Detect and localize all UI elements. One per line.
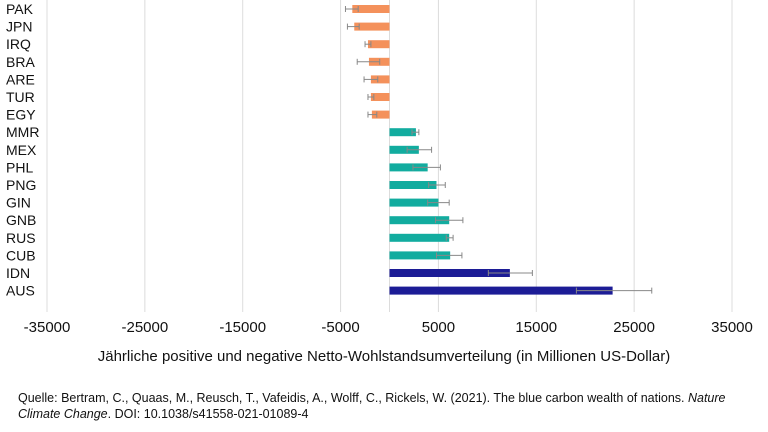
category-label: AUS [6, 283, 35, 299]
x-axis-label: Jährliche positive und negative Netto-Wo… [97, 348, 671, 365]
bar-mex [389, 145, 419, 154]
category-label: TUR [6, 89, 35, 105]
category-label: GIN [6, 195, 31, 211]
bar-gin [389, 198, 439, 207]
category-label: BRA [6, 54, 35, 70]
bar-irq [367, 40, 390, 49]
bar-aus [389, 286, 613, 295]
category-label: CUB [6, 247, 36, 263]
category-label: EGY [6, 107, 36, 123]
category-label: PNG [6, 177, 36, 193]
category-label: JPN [6, 19, 32, 35]
bar-jpn [354, 22, 390, 31]
category-label: PHL [6, 159, 33, 175]
bar-pak [352, 5, 390, 13]
bar-cub [389, 251, 451, 260]
x-tick-label: 15000 [515, 319, 557, 336]
category-label: MEX [6, 142, 37, 158]
category-label: IRQ [6, 36, 31, 52]
bar-phl [389, 163, 428, 172]
category-label: IDN [6, 265, 30, 281]
bar-egy [371, 110, 390, 119]
bar-tur [370, 93, 390, 101]
bar-idn [389, 269, 510, 277]
bar-mmr [389, 128, 416, 137]
x-tick-label: 35000 [711, 319, 753, 336]
bar-chart: -35000 -25000 -15000 -5000 5000 15000 25000 350… [6, 0, 753, 336]
category-label: GNB [6, 212, 36, 228]
x-tick-label: -15000 [219, 319, 266, 336]
source-citation: Quelle: Bertram, C., Quaas, M., Reusch, … [18, 390, 758, 422]
x-tick-label: -35000 [24, 319, 71, 336]
category-label: RUS [6, 230, 36, 246]
x-tick-label: 25000 [613, 319, 655, 336]
x-tick-label: 5000 [422, 319, 455, 336]
bar-rus [389, 233, 450, 242]
category-label: PAK [6, 1, 34, 17]
source-journal: Nature Climate Change [18, 391, 726, 421]
bar-are [370, 75, 390, 84]
bar-gnb [389, 216, 450, 225]
source-text: Quelle: Bertram, C., Quaas, M., Reusch, … [18, 391, 688, 405]
bar-png [389, 181, 437, 189]
category-label: MMR [6, 124, 39, 140]
category-label: ARE [6, 71, 35, 87]
x-tick-label: -5000 [321, 319, 359, 336]
x-tick-label: -25000 [121, 319, 168, 336]
source-doi: . DOI: 10.1038/s41558-021-01089-4 [107, 407, 309, 421]
